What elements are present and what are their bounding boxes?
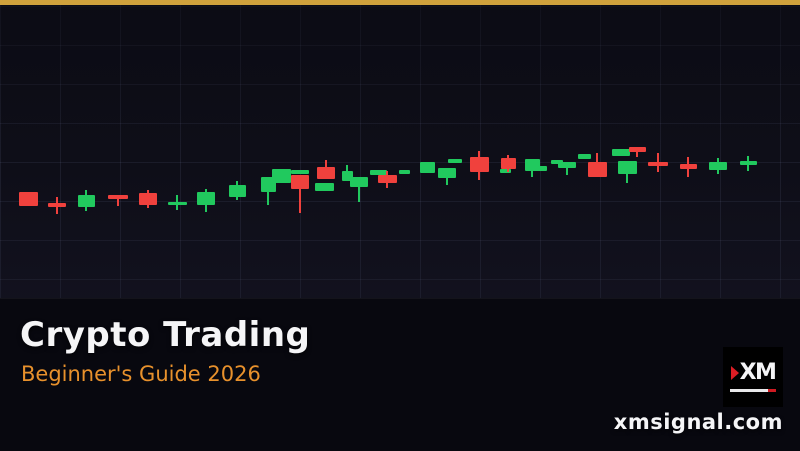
candle-body bbox=[628, 147, 646, 152]
candle-body bbox=[587, 162, 607, 177]
candle-body bbox=[398, 170, 410, 174]
candle-body bbox=[524, 159, 540, 171]
website-url: xmsignal.com bbox=[613, 410, 783, 434]
candle-body bbox=[139, 193, 157, 205]
candle-body bbox=[369, 170, 387, 175]
candle-body bbox=[709, 162, 727, 170]
candle-body bbox=[448, 159, 462, 163]
candle-body bbox=[551, 160, 563, 164]
candle-body bbox=[648, 162, 668, 166]
candle-wick bbox=[117, 195, 119, 206]
candle-body bbox=[679, 164, 697, 169]
candle-body bbox=[48, 203, 66, 207]
candle-body bbox=[500, 158, 516, 169]
candle-wick bbox=[299, 175, 301, 213]
candle-body bbox=[499, 169, 511, 173]
logo-arrow-icon bbox=[730, 366, 739, 380]
hero-subtitle: Beginner's Guide 2026 bbox=[21, 362, 261, 386]
candle-body bbox=[438, 168, 456, 178]
xm-logo: XM bbox=[723, 347, 783, 407]
top-accent-bar bbox=[0, 0, 800, 5]
candle-body bbox=[314, 183, 334, 191]
candle-body bbox=[537, 166, 547, 171]
candle-wick bbox=[566, 162, 568, 175]
candle-body bbox=[167, 202, 187, 205]
candle-body bbox=[228, 185, 246, 197]
bottom-panel bbox=[0, 298, 800, 451]
candle-body bbox=[558, 162, 576, 168]
candlestick-chart bbox=[0, 0, 800, 298]
logo-text: XM bbox=[739, 360, 777, 385]
candle-body bbox=[617, 161, 637, 174]
candle-body bbox=[612, 149, 630, 156]
candle-wick bbox=[358, 177, 360, 202]
logo-underline-white bbox=[730, 389, 768, 392]
candle-body bbox=[271, 169, 291, 183]
candle-body bbox=[577, 154, 591, 159]
candle-body bbox=[469, 157, 489, 172]
candle-body bbox=[291, 175, 309, 189]
candle-body bbox=[341, 171, 353, 181]
candle-body bbox=[291, 170, 309, 174]
candle-body bbox=[77, 195, 95, 207]
candle-body bbox=[18, 192, 38, 206]
candle-wick bbox=[636, 147, 638, 157]
candle-body bbox=[317, 167, 335, 179]
logo-underline bbox=[730, 389, 776, 392]
logo-underline-red bbox=[768, 389, 776, 392]
candle-body bbox=[350, 177, 368, 187]
candle-body bbox=[377, 175, 397, 183]
candle-body bbox=[197, 192, 215, 205]
candle-body bbox=[108, 195, 128, 199]
candle-body bbox=[419, 162, 435, 173]
candle-body bbox=[739, 161, 757, 165]
hero-title: Crypto Trading bbox=[20, 315, 311, 355]
